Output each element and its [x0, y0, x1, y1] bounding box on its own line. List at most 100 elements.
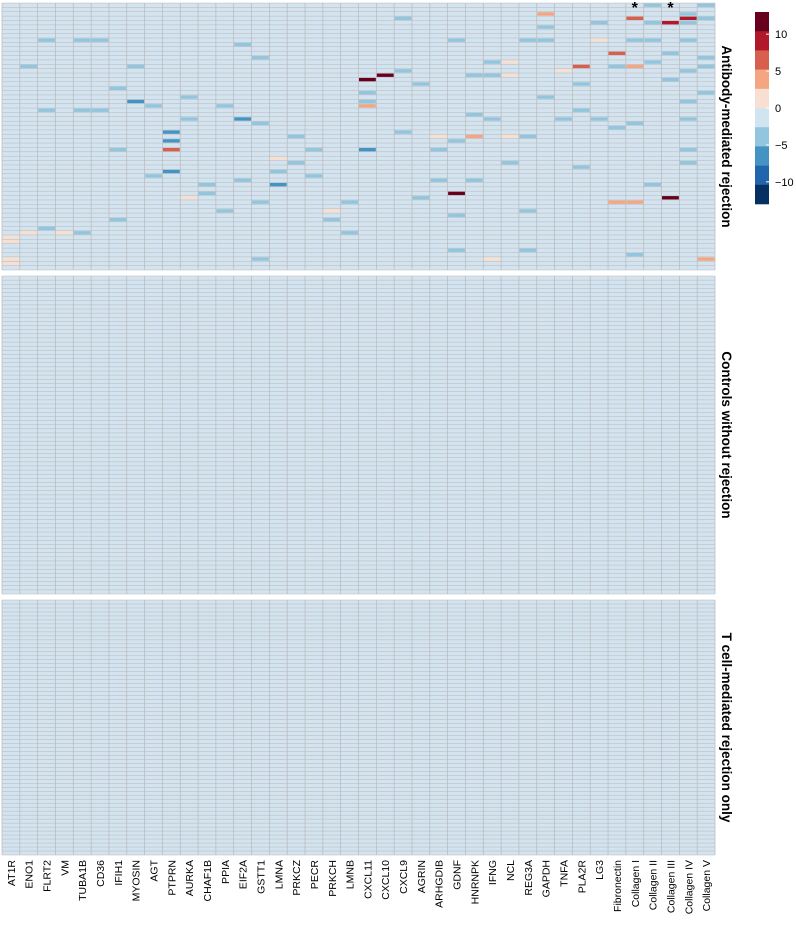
color-legend: 10 5 0 −5 −10 — [755, 12, 794, 205]
heatmap-cell — [109, 217, 127, 222]
heatmap-cell — [252, 121, 269, 126]
heatmap-cell — [537, 12, 555, 16]
column-label: IFIH1 — [113, 860, 125, 886]
heatmap-cell — [608, 126, 626, 130]
column-label: PECR — [309, 860, 321, 890]
heatmap-cell — [448, 248, 465, 252]
heatmap-cell — [359, 104, 376, 108]
heatmap-cell — [55, 235, 73, 239]
heatmap-cell — [519, 73, 537, 77]
heatmap-cell — [572, 64, 590, 69]
heatmap-cell — [430, 178, 448, 182]
column-label: PLA2R — [576, 860, 588, 894]
heatmap-cell — [109, 147, 127, 152]
heatmap-cell — [572, 165, 590, 169]
heatmap-cell — [679, 99, 697, 104]
heatmap-cell — [127, 64, 145, 69]
heatmap-cell — [376, 64, 394, 69]
column-label: ENO1 — [24, 860, 36, 889]
heatmap-cell — [252, 248, 269, 252]
heatmap-cell — [626, 64, 644, 69]
heatmap-cell — [2, 257, 20, 261]
column-label: Collagen V — [701, 860, 713, 911]
heatmap-cell — [305, 174, 323, 178]
legend-swatch — [755, 146, 769, 166]
heatmap-cell — [626, 38, 644, 42]
heatmap-panel — [1, 2, 716, 271]
column-label: LMNB — [345, 860, 357, 889]
group-label: T cell-mediated rejection only — [719, 633, 734, 823]
heatmap-cell — [483, 73, 501, 77]
heatmap-cell — [572, 108, 590, 112]
heatmap-panel — [1, 599, 716, 856]
column-label: LMNA — [273, 860, 285, 889]
heatmap-cell — [537, 25, 555, 29]
column-label: IFNG — [487, 860, 499, 885]
column-label: AT1R — [6, 860, 18, 886]
heatmap-cell — [341, 200, 358, 204]
heatmap-cell — [376, 73, 394, 77]
heatmap-cell — [412, 82, 430, 86]
heatmap-cell — [697, 16, 715, 21]
heatmap-cell — [483, 60, 501, 64]
heatmap-cell — [359, 77, 376, 82]
heatmap-cell — [626, 252, 644, 257]
column-label: Fibronectin — [612, 860, 624, 912]
column-label: AURKA — [184, 860, 196, 896]
heatmap-cell — [198, 182, 216, 187]
heatmap-cell — [376, 56, 394, 60]
column-label: TNFA — [558, 860, 570, 887]
column-label: VM — [59, 860, 71, 876]
heatmap-cell — [626, 121, 644, 126]
heatmap-cell — [359, 91, 376, 95]
heatmap-cell — [91, 108, 109, 112]
heatmap-cell — [662, 77, 679, 82]
heatmap-cell — [412, 196, 430, 200]
heatmap-cell — [537, 38, 555, 42]
column-label: GAPDH — [541, 860, 553, 897]
column-label: LG3 — [594, 860, 606, 880]
heatmap-cell — [394, 69, 412, 73]
heatmap-cell — [252, 257, 269, 261]
heatmap-cell — [394, 130, 412, 134]
column-label: Collagen I — [630, 860, 642, 907]
heatmap-cell — [38, 226, 55, 231]
column-label: MYOSIN — [131, 860, 143, 901]
heatmap-cell — [519, 134, 537, 139]
heatmap-cell — [465, 112, 483, 117]
heatmap-cell — [20, 231, 38, 235]
column-label: AGT — [149, 859, 161, 881]
heatmap-cell — [216, 104, 234, 108]
legend-swatch — [755, 31, 769, 51]
legend-tick-label: −10 — [775, 177, 794, 189]
column-label: CXCL9 — [398, 860, 410, 894]
column-label: Collagen III — [665, 860, 677, 913]
heatmap-cell — [20, 64, 38, 69]
column-label: HNRNPK — [469, 860, 481, 904]
heatmap-cell — [269, 182, 287, 187]
heatmap-cell — [448, 139, 465, 143]
heatmap-cell — [501, 134, 519, 139]
heatmap-cell — [555, 69, 572, 73]
heatmap-cell — [662, 21, 679, 25]
heatmap-cell — [483, 117, 501, 121]
heatmap-cell — [679, 12, 697, 16]
heatmap-cell — [234, 117, 252, 121]
heatmap-cell — [483, 257, 501, 261]
heatmap-cell — [679, 38, 697, 42]
legend-swatch — [755, 12, 769, 32]
heatmap-cell — [697, 56, 715, 60]
legend-swatch — [755, 127, 769, 147]
legend-swatch — [755, 165, 769, 186]
heatmap-cell — [2, 248, 20, 252]
heatmap-cell — [679, 21, 697, 25]
heatmap-cell — [590, 117, 608, 121]
heatmap-cell — [341, 231, 358, 235]
heatmap-cell — [448, 191, 465, 196]
heatmap-cell — [448, 38, 465, 42]
heatmap-cell — [644, 182, 662, 187]
heatmap-cell — [73, 231, 91, 235]
heatmap-cell — [697, 91, 715, 95]
column-label: Collagen II — [648, 860, 660, 910]
